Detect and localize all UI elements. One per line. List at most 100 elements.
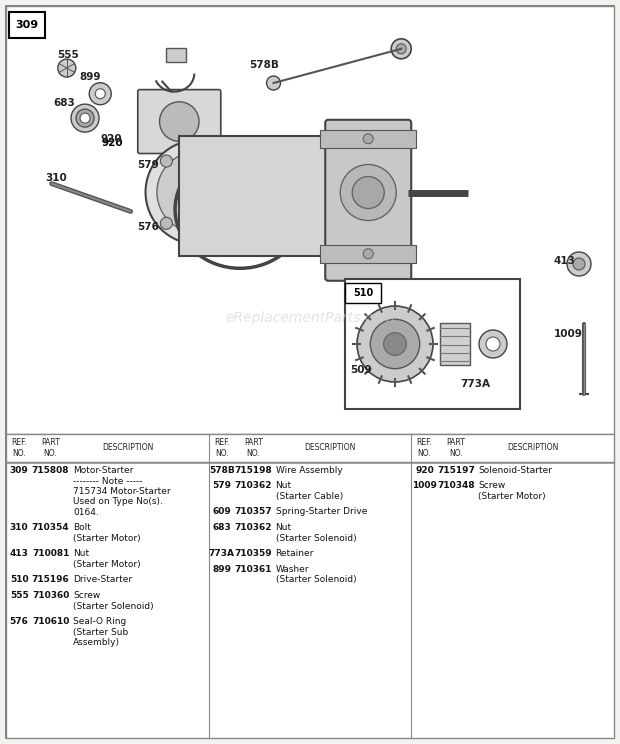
Bar bbox=[166, 48, 186, 62]
Text: (Starter Motor): (Starter Motor) bbox=[73, 534, 141, 543]
Circle shape bbox=[352, 176, 384, 208]
Circle shape bbox=[363, 248, 373, 259]
Text: Motor-Starter: Motor-Starter bbox=[73, 466, 133, 475]
Circle shape bbox=[340, 164, 396, 220]
Circle shape bbox=[146, 140, 249, 244]
Text: 576: 576 bbox=[137, 222, 159, 232]
Text: -------- Note -----: -------- Note ----- bbox=[73, 476, 143, 486]
Text: 578B: 578B bbox=[209, 466, 235, 475]
Text: Spring-Starter Drive: Spring-Starter Drive bbox=[275, 507, 367, 516]
Text: PART
NO.: PART NO. bbox=[41, 438, 60, 458]
Text: Bolt: Bolt bbox=[73, 524, 91, 533]
Text: (Starter Sub: (Starter Sub bbox=[73, 627, 128, 637]
Circle shape bbox=[223, 155, 234, 167]
Text: Washer: Washer bbox=[275, 565, 309, 574]
Circle shape bbox=[161, 217, 172, 229]
Text: 1009: 1009 bbox=[554, 329, 583, 339]
Bar bbox=[6, 434, 614, 738]
Circle shape bbox=[370, 319, 420, 369]
Text: 310: 310 bbox=[10, 524, 29, 533]
Text: 509: 509 bbox=[350, 365, 371, 375]
Text: 510: 510 bbox=[353, 288, 373, 298]
Text: 413: 413 bbox=[10, 550, 29, 559]
Circle shape bbox=[161, 155, 172, 167]
Text: 715196: 715196 bbox=[32, 576, 69, 585]
Text: 683: 683 bbox=[213, 523, 231, 532]
Circle shape bbox=[486, 337, 500, 351]
Circle shape bbox=[191, 159, 199, 167]
Text: Nut: Nut bbox=[275, 523, 291, 532]
Text: 0164.: 0164. bbox=[73, 508, 99, 517]
Text: 555: 555 bbox=[58, 50, 79, 60]
Circle shape bbox=[396, 44, 406, 54]
Circle shape bbox=[223, 217, 234, 229]
Circle shape bbox=[58, 59, 76, 77]
Text: 609: 609 bbox=[213, 507, 231, 516]
Text: Solenoid-Starter: Solenoid-Starter bbox=[478, 466, 552, 475]
Bar bbox=[345, 283, 381, 303]
Text: 710359: 710359 bbox=[234, 549, 272, 558]
Text: Wire Assembly: Wire Assembly bbox=[275, 466, 342, 475]
Circle shape bbox=[267, 76, 280, 90]
Text: 715197: 715197 bbox=[437, 466, 475, 475]
Text: Nut: Nut bbox=[73, 550, 89, 559]
FancyBboxPatch shape bbox=[326, 120, 411, 280]
Bar bbox=[179, 136, 339, 257]
Text: 899: 899 bbox=[212, 565, 231, 574]
Bar bbox=[9, 12, 45, 38]
Text: 710354: 710354 bbox=[32, 524, 69, 533]
Text: 579: 579 bbox=[212, 481, 231, 490]
Text: DESCRIPTION: DESCRIPTION bbox=[102, 443, 153, 452]
Text: 715734 Motor-Starter: 715734 Motor-Starter bbox=[73, 487, 170, 496]
Text: 710081: 710081 bbox=[32, 550, 69, 559]
Text: 683: 683 bbox=[53, 98, 75, 108]
Text: 710348: 710348 bbox=[437, 481, 475, 490]
Circle shape bbox=[89, 83, 111, 105]
Circle shape bbox=[159, 102, 199, 141]
Text: 710361: 710361 bbox=[234, 565, 272, 574]
Text: eReplacementParts.com: eReplacementParts.com bbox=[225, 312, 395, 325]
Text: Nut: Nut bbox=[275, 481, 291, 490]
Circle shape bbox=[479, 330, 507, 358]
Text: 710357: 710357 bbox=[234, 507, 272, 516]
Text: 710360: 710360 bbox=[32, 591, 69, 600]
Text: 715198: 715198 bbox=[234, 466, 272, 475]
FancyBboxPatch shape bbox=[138, 89, 221, 153]
Text: PART
NO.: PART NO. bbox=[244, 438, 263, 458]
Text: Used on Type No(s).: Used on Type No(s). bbox=[73, 498, 163, 507]
Bar bbox=[321, 245, 416, 263]
Circle shape bbox=[76, 109, 94, 127]
Bar bbox=[6, 6, 614, 434]
Circle shape bbox=[384, 333, 406, 356]
Text: (Starter Cable): (Starter Cable) bbox=[275, 492, 343, 501]
Bar bbox=[345, 279, 520, 409]
Text: 579: 579 bbox=[137, 160, 159, 170]
Text: 773A: 773A bbox=[460, 379, 490, 389]
Text: (Starter Motor): (Starter Motor) bbox=[478, 492, 546, 501]
Text: PART
NO.: PART NO. bbox=[446, 438, 466, 458]
Text: 715808: 715808 bbox=[32, 466, 69, 475]
Circle shape bbox=[567, 252, 591, 276]
Text: (Starter Solenoid): (Starter Solenoid) bbox=[73, 601, 154, 611]
Text: DESCRIPTION: DESCRIPTION bbox=[304, 443, 356, 452]
Text: 576: 576 bbox=[10, 617, 29, 626]
Text: Assembly): Assembly) bbox=[73, 638, 120, 647]
Text: (Starter Solenoid): (Starter Solenoid) bbox=[275, 575, 356, 584]
Text: (Starter Solenoid): (Starter Solenoid) bbox=[275, 533, 356, 542]
Circle shape bbox=[80, 113, 90, 124]
Text: 1009: 1009 bbox=[412, 481, 437, 490]
Text: DESCRIPTION: DESCRIPTION bbox=[507, 443, 559, 452]
Text: 710610: 710610 bbox=[32, 617, 69, 626]
Text: 578B: 578B bbox=[249, 60, 279, 69]
Text: 413: 413 bbox=[553, 256, 575, 266]
Text: Drive-Starter: Drive-Starter bbox=[73, 576, 132, 585]
Bar bbox=[440, 323, 470, 365]
Bar bbox=[321, 129, 416, 148]
Circle shape bbox=[187, 155, 203, 172]
Circle shape bbox=[573, 258, 585, 270]
Text: REF.
NO.: REF. NO. bbox=[214, 438, 229, 458]
Text: Screw: Screw bbox=[73, 591, 100, 600]
Circle shape bbox=[357, 306, 433, 382]
Text: Retainer: Retainer bbox=[275, 549, 314, 558]
Text: Screw: Screw bbox=[478, 481, 505, 490]
